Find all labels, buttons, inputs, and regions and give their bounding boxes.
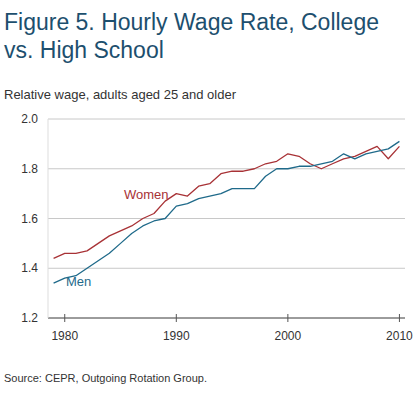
x-tick-label: 1980 — [51, 329, 78, 343]
grid-line — [48, 119, 405, 120]
y-tick-label: 1.4 — [21, 261, 38, 275]
x-tick-label: 2010 — [386, 329, 413, 343]
y-tick-label: 1.6 — [21, 212, 38, 226]
title-line: vs. High School — [4, 37, 164, 63]
source: Source: CEPR, Outgoing Rotation Group. — [4, 372, 207, 384]
title-line: Figure 5. Hourly Wage Rate, College — [4, 9, 385, 35]
x-tick — [287, 314, 288, 322]
series-label: Women — [124, 187, 169, 202]
x-axis — [48, 318, 405, 319]
grid-line — [48, 168, 405, 169]
x-tick — [399, 314, 400, 322]
x-tick — [64, 314, 65, 322]
y-axis — [48, 119, 49, 318]
plot-area — [54, 141, 400, 283]
x-tick — [176, 314, 177, 322]
y-tick-label: 1.2 — [21, 311, 38, 325]
series-label: Men — [66, 274, 91, 289]
grid-line — [48, 268, 405, 269]
x-tick-label: 2000 — [275, 329, 302, 343]
title: Figure 5. Hourly Wage Rate, College vs. … — [4, 9, 385, 63]
chart: Figure 5. Hourly Wage Rate, College vs. … — [0, 0, 420, 396]
series-line — [54, 141, 400, 283]
grid-line — [48, 318, 405, 319]
y-tick-label: 2.0 — [21, 112, 38, 126]
x-tick-label: 1990 — [163, 329, 190, 343]
subtitle: Relative wage, adults aged 25 and older — [4, 87, 237, 102]
series-line — [54, 146, 400, 258]
y-tick-label: 1.8 — [21, 162, 38, 176]
grid-line — [48, 218, 405, 219]
